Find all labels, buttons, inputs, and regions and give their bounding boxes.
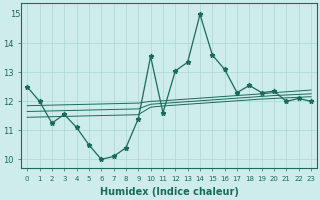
X-axis label: Humidex (Indice chaleur): Humidex (Indice chaleur) — [100, 187, 239, 197]
Text: 15: 15 — [11, 10, 21, 19]
